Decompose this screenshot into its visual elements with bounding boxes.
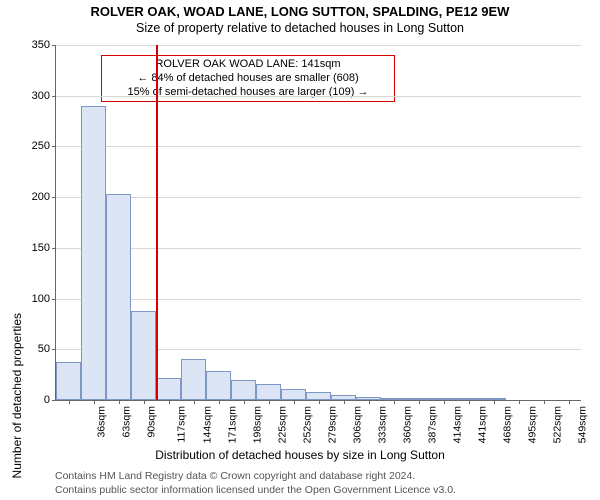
xtick-mark	[494, 400, 495, 404]
xtick-mark	[569, 400, 570, 404]
xtick-mark	[194, 400, 195, 404]
xtick-mark	[344, 400, 345, 404]
xtick-label: 225sqm	[276, 406, 288, 443]
gridline	[56, 45, 581, 46]
plot-area: ROLVER OAK WOAD LANE: 141sqm ← 84% of de…	[55, 45, 581, 401]
ytick-mark	[52, 96, 56, 97]
chart-title: ROLVER OAK, WOAD LANE, LONG SUTTON, SPAL…	[0, 4, 600, 19]
xtick-mark	[94, 400, 95, 404]
xtick-mark	[269, 400, 270, 404]
xtick-mark	[369, 400, 370, 404]
xtick-mark	[244, 400, 245, 404]
marker-line	[156, 45, 158, 400]
histogram-bar	[156, 378, 181, 400]
xtick-label: 441sqm	[476, 406, 488, 443]
gridline	[56, 96, 581, 97]
ytick-label: 150	[32, 242, 50, 254]
histogram-bar	[56, 362, 81, 400]
ytick-label: 50	[38, 343, 50, 355]
ytick-label: 0	[44, 394, 50, 406]
xtick-mark	[294, 400, 295, 404]
xtick-label: 495sqm	[526, 406, 538, 443]
xtick-label: 144sqm	[201, 406, 213, 443]
chart-container: ROLVER OAK, WOAD LANE, LONG SUTTON, SPAL…	[0, 0, 600, 500]
xtick-label: 387sqm	[426, 406, 438, 443]
gridline	[56, 248, 581, 249]
xtick-label: 90sqm	[145, 406, 157, 438]
xtick-label: 522sqm	[551, 406, 563, 443]
ytick-mark	[52, 146, 56, 147]
xtick-label: 360sqm	[401, 406, 413, 443]
histogram-bar	[131, 311, 156, 400]
ytick-mark	[52, 299, 56, 300]
ytick-label: 250	[32, 140, 50, 152]
xtick-label: 252sqm	[301, 406, 313, 443]
annotation-line: ← 84% of detached houses are smaller (60…	[108, 72, 388, 86]
xtick-label: 468sqm	[501, 406, 513, 443]
xtick-mark	[169, 400, 170, 404]
histogram-bar	[106, 194, 131, 400]
xtick-mark	[544, 400, 545, 404]
xtick-mark	[319, 400, 320, 404]
xtick-mark	[444, 400, 445, 404]
annotation-line: 15% of semi-detached houses are larger (…	[108, 86, 388, 100]
ytick-mark	[52, 400, 56, 401]
xtick-mark	[519, 400, 520, 404]
credits-line: Contains HM Land Registry data © Crown c…	[55, 470, 456, 484]
annotation-line: ROLVER OAK WOAD LANE: 141sqm	[108, 58, 388, 72]
ytick-label: 200	[32, 191, 50, 203]
histogram-bar	[206, 371, 231, 400]
xtick-mark	[144, 400, 145, 404]
credits-text: Contains HM Land Registry data © Crown c…	[55, 470, 456, 497]
ytick-mark	[52, 197, 56, 198]
xtick-label: 279sqm	[326, 406, 338, 443]
gridline	[56, 146, 581, 147]
xtick-label: 333sqm	[376, 406, 388, 443]
xtick-mark	[419, 400, 420, 404]
xtick-mark	[469, 400, 470, 404]
histogram-bar	[181, 359, 206, 400]
histogram-bar	[256, 384, 281, 400]
ytick-label: 350	[32, 39, 50, 51]
xtick-label: 63sqm	[120, 406, 132, 438]
ytick-mark	[52, 45, 56, 46]
xtick-label: 171sqm	[226, 406, 238, 443]
gridline	[56, 299, 581, 300]
histogram-bar	[231, 380, 256, 400]
chart-subtitle: Size of property relative to detached ho…	[0, 21, 600, 35]
histogram-bar	[281, 389, 306, 400]
ytick-mark	[52, 248, 56, 249]
xtick-label: 414sqm	[451, 406, 463, 443]
histogram-bar	[81, 106, 106, 400]
xtick-label: 117sqm	[175, 406, 187, 443]
xtick-label: 36sqm	[95, 406, 107, 438]
ytick-label: 100	[32, 293, 50, 305]
ytick-mark	[52, 349, 56, 350]
xtick-label: 198sqm	[251, 406, 263, 443]
credits-line: Contains public sector information licen…	[55, 484, 456, 498]
xtick-mark	[69, 400, 70, 404]
gridline	[56, 197, 581, 198]
x-axis-label: Distribution of detached houses by size …	[0, 448, 600, 462]
xtick-label: 549sqm	[576, 406, 588, 443]
xtick-label: 306sqm	[351, 406, 363, 443]
xtick-mark	[219, 400, 220, 404]
xtick-mark	[394, 400, 395, 404]
ytick-label: 300	[32, 90, 50, 102]
histogram-bar	[306, 392, 331, 400]
xtick-mark	[119, 400, 120, 404]
